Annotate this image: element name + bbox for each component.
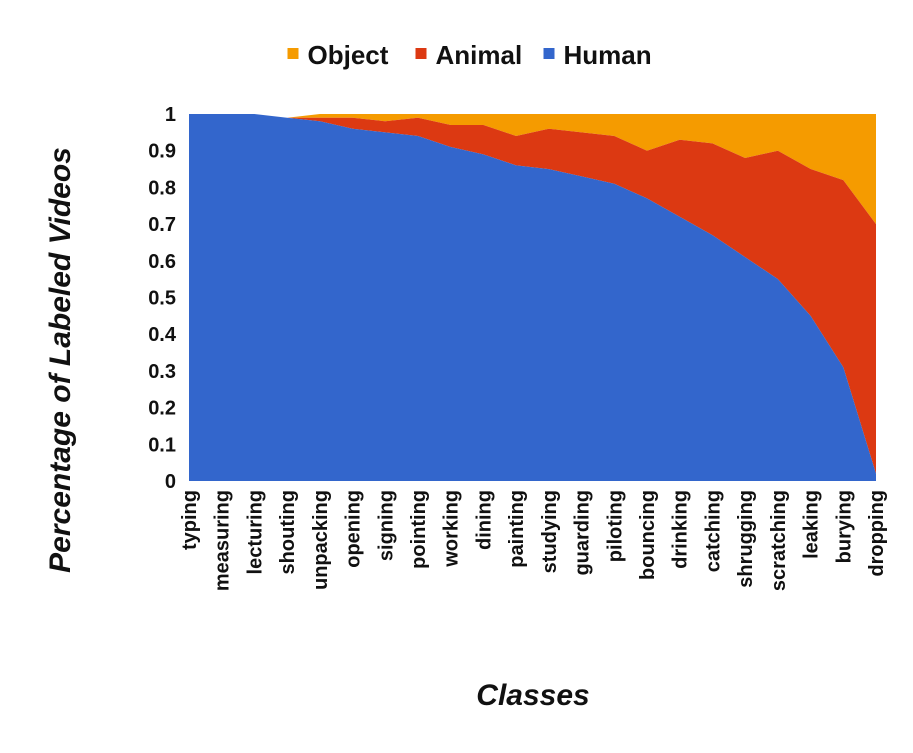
x-category-label: measuring bbox=[212, 490, 234, 591]
legend: Object Animal Human bbox=[287, 40, 652, 70]
area-series-animal bbox=[189, 114, 876, 474]
y-tick-label: 0.7 bbox=[148, 214, 176, 236]
x-category-label: burying bbox=[833, 490, 855, 563]
y-tick-label: 0.3 bbox=[148, 361, 176, 383]
area-series-human bbox=[189, 114, 876, 481]
x-category-label: scratching bbox=[768, 490, 790, 591]
x-category-label: working bbox=[441, 490, 463, 568]
y-tick-label: 0 bbox=[165, 471, 176, 493]
x-category-label: shouting bbox=[277, 490, 299, 574]
x-category-label: signing bbox=[375, 490, 397, 561]
y-tick-label: 0.8 bbox=[148, 177, 176, 199]
x-category-label: shrugging bbox=[735, 490, 757, 588]
y-tick-label: 0.2 bbox=[148, 398, 176, 420]
y-tick-label: 1 bbox=[165, 104, 176, 126]
x-category-label: painting bbox=[506, 490, 528, 568]
legend-label-object: Object bbox=[308, 40, 389, 70]
x-category-label: typing bbox=[179, 490, 201, 550]
area-series-object bbox=[189, 114, 876, 225]
x-category-label: dining bbox=[473, 490, 495, 550]
x-category-label: unpacking bbox=[310, 490, 332, 590]
plot-area bbox=[189, 114, 876, 481]
legend-swatch-human bbox=[543, 48, 555, 59]
legend-swatch-animal bbox=[415, 48, 427, 59]
x-category-label: piloting bbox=[604, 490, 626, 562]
y-tick-label: 0.1 bbox=[148, 434, 176, 456]
legend-label-human: Human bbox=[564, 40, 652, 70]
y-tick-label: 0.6 bbox=[148, 251, 176, 273]
y-tick-label: 0.5 bbox=[148, 288, 176, 310]
x-category-label: guarding bbox=[572, 490, 594, 576]
x-category-label: drinking bbox=[670, 490, 692, 569]
x-category-label: studying bbox=[539, 490, 561, 573]
y-axis-ticks: 0 0.1 0.2 0.3 0.4 0.5 0.6 0.7 0.8 0.9 1 bbox=[148, 104, 177, 493]
x-category-label: opening bbox=[343, 490, 365, 568]
x-category-label: pointing bbox=[408, 490, 430, 569]
y-axis-title: Percentage of Labeled Videos bbox=[44, 147, 77, 573]
x-axis-title: Classes bbox=[476, 679, 589, 712]
y-tick-label: 0.4 bbox=[148, 324, 177, 346]
y-tick-label: 0.9 bbox=[148, 141, 176, 163]
x-category-label: catching bbox=[702, 490, 724, 572]
x-category-label: dropping bbox=[866, 490, 888, 577]
x-axis-category-labels: typing measuring lecturing shouting unpackin… bbox=[179, 490, 888, 591]
x-category-label: bouncing bbox=[637, 490, 659, 580]
x-category-label: leaking bbox=[801, 490, 823, 559]
legend-label-animal: Animal bbox=[436, 40, 523, 70]
legend-swatch-object bbox=[287, 48, 299, 59]
x-category-label: lecturing bbox=[244, 490, 266, 574]
